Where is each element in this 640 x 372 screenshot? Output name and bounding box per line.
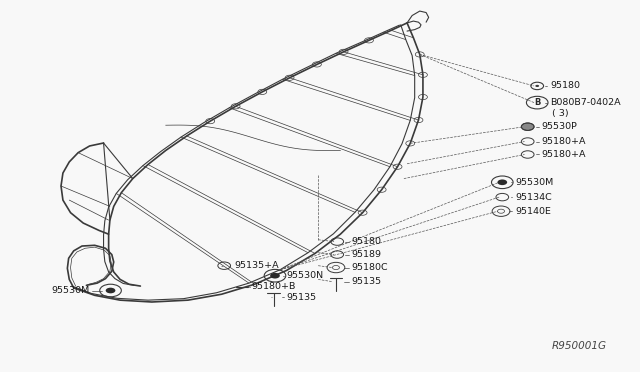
Text: 95180+B: 95180+B: [252, 282, 296, 291]
Text: 95135: 95135: [351, 277, 381, 286]
Circle shape: [522, 123, 534, 131]
Text: 95530N: 95530N: [287, 271, 324, 280]
Circle shape: [497, 179, 507, 185]
Text: B: B: [534, 98, 540, 107]
Text: ( 3): ( 3): [552, 109, 569, 118]
Text: B080B7-0402A: B080B7-0402A: [550, 98, 621, 107]
Text: 95180+A: 95180+A: [541, 137, 586, 146]
Text: 95180: 95180: [351, 237, 381, 246]
Text: 95189: 95189: [351, 250, 381, 259]
Text: 95135+A: 95135+A: [234, 261, 279, 270]
Text: 95180: 95180: [550, 81, 580, 90]
Text: 95134C: 95134C: [515, 193, 552, 202]
Circle shape: [270, 273, 280, 279]
Text: 95530P: 95530P: [541, 122, 577, 131]
Text: 95530M: 95530M: [515, 178, 553, 187]
Text: R950001G: R950001G: [552, 341, 607, 351]
Text: 95180+A: 95180+A: [541, 150, 586, 159]
Circle shape: [535, 85, 539, 87]
Text: 95180C: 95180C: [351, 263, 388, 272]
Text: 95135: 95135: [287, 293, 317, 302]
Text: 95140E: 95140E: [515, 207, 551, 216]
Text: 95530M: 95530M: [51, 286, 90, 295]
Circle shape: [106, 288, 115, 294]
